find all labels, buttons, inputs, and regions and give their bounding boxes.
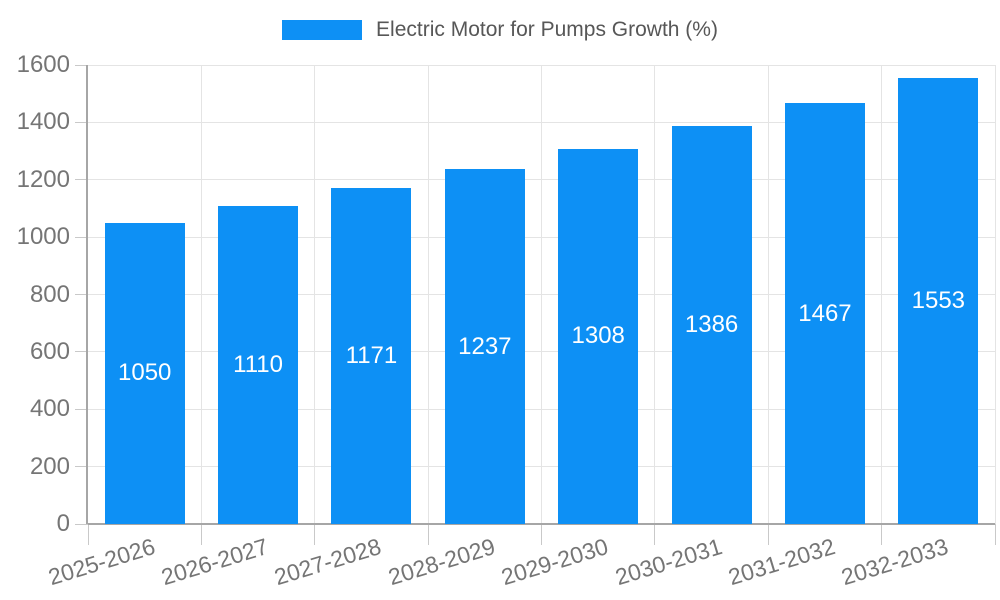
x-gridline <box>654 65 656 524</box>
x-gridline <box>541 65 542 524</box>
x-tick-mark <box>767 524 769 545</box>
x-tick-mark <box>427 524 429 545</box>
y-tick-label: 800 <box>29 280 70 308</box>
y-tick-label: 0 <box>56 510 70 537</box>
x-tick-mark <box>881 524 883 545</box>
bar-value-label: 1050 <box>117 359 172 387</box>
x-gridline <box>767 65 769 524</box>
bar-value-label: 1237 <box>458 332 512 360</box>
x-tick-mark <box>87 524 89 545</box>
bar[interactable] <box>331 188 412 524</box>
y-tick-label: 200 <box>29 452 70 480</box>
y-tick-label: 1600 <box>16 51 70 78</box>
x-tick-label: 2030-2031 <box>611 533 725 591</box>
bar[interactable] <box>218 205 299 524</box>
x-tick-mark <box>200 524 202 545</box>
y-tick-mark <box>75 64 88 66</box>
bar[interactable] <box>444 169 525 524</box>
y-tick-mark <box>75 121 88 123</box>
x-tick-label: 2031-2032 <box>725 533 838 591</box>
bar-value-label: 1110 <box>233 350 283 378</box>
y-tick-label: 1000 <box>16 223 70 251</box>
legend-label: Electric Motor for Pumps Growth (%) <box>376 18 718 41</box>
x-tick-mark <box>541 524 542 545</box>
x-tick-label: 2026-2027 <box>158 533 272 591</box>
y-tick-mark <box>75 351 88 353</box>
x-tick-label: 2032-2033 <box>838 533 952 591</box>
legend[interactable]: Electric Motor for Pumps Growth (%) <box>0 18 1000 42</box>
bar-value-label: 1171 <box>345 342 398 370</box>
bar-value-label: 1308 <box>571 322 625 350</box>
bar[interactable] <box>784 103 865 524</box>
y-tick-label: 600 <box>29 337 70 365</box>
y-tick-mark <box>75 466 88 468</box>
x-gridline <box>200 65 202 524</box>
y-tick-label: 1400 <box>16 108 70 136</box>
bar-value-label: 1386 <box>684 311 739 339</box>
x-tick-label: 2027-2028 <box>271 533 385 591</box>
x-tick-mark <box>314 524 316 545</box>
bar[interactable] <box>898 78 979 524</box>
x-tick-mark <box>994 524 996 545</box>
y-tick-mark <box>75 408 88 410</box>
x-gridline <box>881 65 883 524</box>
x-axis-line <box>88 523 995 525</box>
y-tick-mark <box>75 179 88 181</box>
bar[interactable] <box>671 126 752 524</box>
x-tick-mark <box>654 524 656 545</box>
x-gridline <box>314 65 316 524</box>
x-gridline <box>427 65 429 524</box>
y-tick-label: 1200 <box>16 165 70 193</box>
y-axis-line <box>86 65 88 524</box>
y-tick-mark <box>75 236 88 238</box>
x-gridline <box>994 65 996 524</box>
y-tick-mark <box>75 523 88 525</box>
y-tick-label: 400 <box>29 395 70 423</box>
bar-value-label: 1467 <box>798 299 852 327</box>
bar[interactable] <box>558 148 639 524</box>
bar[interactable] <box>104 222 185 524</box>
legend-swatch <box>282 20 363 40</box>
x-tick-label: 2028-2029 <box>385 533 498 591</box>
x-tick-label: 2025-2026 <box>44 533 158 591</box>
bar-value-label: 1553 <box>911 287 966 315</box>
x-tick-label: 2029-2030 <box>498 533 612 591</box>
y-tick-mark <box>75 294 88 295</box>
